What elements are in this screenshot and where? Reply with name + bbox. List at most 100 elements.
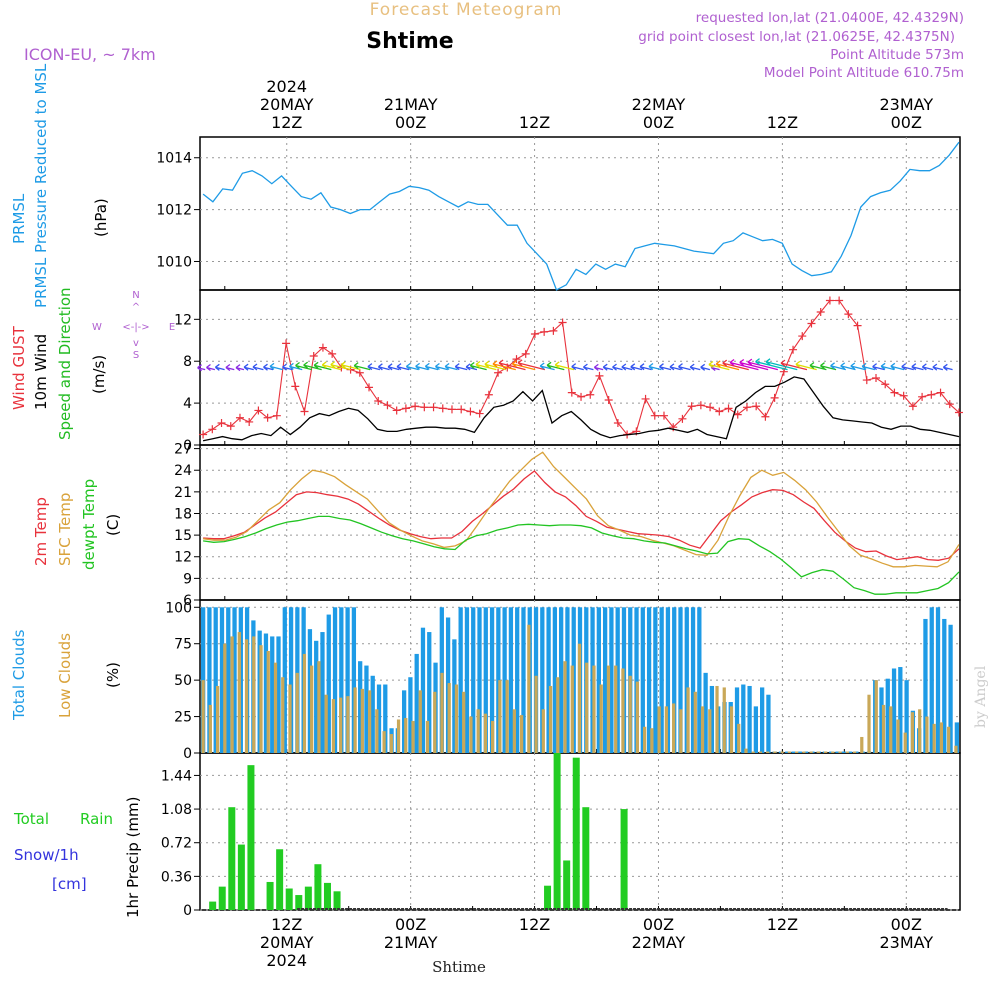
bottom-time-label: 12Z (271, 915, 302, 934)
low-cloud-bar (910, 712, 915, 753)
wind-direction-arrow (415, 362, 429, 371)
wind-direction-arrow (377, 363, 390, 371)
wind-direction-arrow (911, 363, 924, 371)
gust-marker (724, 404, 733, 413)
low-cloud-bar (947, 726, 951, 753)
rain-bar (209, 901, 217, 910)
wind-direction-arrow (708, 360, 730, 371)
low-cloud-bar (628, 675, 632, 753)
gust-marker (816, 307, 825, 316)
gust-marker (789, 345, 798, 354)
total-cloud-bar (489, 607, 495, 753)
gust-marker (263, 413, 272, 422)
low-cloud-bar (527, 624, 531, 753)
wind-direction-arrow (282, 363, 293, 371)
total-cloud-bar (596, 607, 601, 753)
wind-direction-arrow (765, 358, 798, 371)
ytick-label: 1.44 (161, 768, 192, 784)
gust-marker (613, 419, 622, 428)
total-cloud-bar (496, 607, 501, 753)
total-cloud-bar (898, 667, 903, 753)
prmsl-label: PRMSL (10, 193, 28, 244)
low-cloud-bar (447, 683, 451, 753)
total-cloud-bar (760, 687, 765, 753)
total-cloud-bar (753, 706, 759, 753)
sfc-temp-line (203, 451, 960, 568)
total-cloud-bar (841, 751, 846, 753)
low-cloud-bar (346, 696, 350, 753)
total-cloud-bar (565, 607, 570, 753)
rain-bar (266, 881, 274, 910)
low-cloud-bar (382, 731, 386, 753)
total-cloud-bar (640, 607, 645, 753)
total-cloud-bar (226, 607, 231, 753)
wind-direction-arrow (263, 363, 274, 371)
ytick-label: 75 (174, 637, 192, 653)
rain-bar (333, 891, 341, 910)
pressure-line (202, 141, 960, 291)
gust-marker (595, 371, 604, 380)
gust-marker (438, 404, 447, 413)
ytick-label: 21 (174, 485, 192, 501)
model-altitude: Model Point Altitude 610.75m (764, 65, 964, 81)
top-time-label: 12Z (519, 113, 550, 132)
wind-direction-arrow (880, 362, 895, 371)
total-cloud-bar (954, 722, 959, 753)
low-cloud-bar (454, 684, 459, 753)
wind-direction-arrow (225, 363, 235, 372)
low-cloud-bar (266, 651, 270, 753)
low-cloud-bar (317, 661, 321, 753)
wind-direction-arrow (517, 359, 546, 371)
total-cloud-bar (358, 661, 363, 753)
wind-direction-arrow (289, 362, 303, 371)
low-cloud-bar (396, 719, 401, 753)
direction-label: Speed and Direction (56, 287, 74, 440)
low-cloud-bar (867, 694, 871, 753)
wind-direction-arrow (539, 362, 555, 371)
rain-bar (276, 849, 284, 910)
rain-bar (314, 864, 322, 910)
wind-direction-arrow (197, 364, 206, 372)
wind-direction-arrow (340, 361, 361, 371)
low-cloud-bar (570, 665, 574, 753)
total-cloud-bar (464, 607, 470, 753)
gust-marker (807, 319, 816, 328)
gust-marker (365, 383, 374, 392)
gust-marker (282, 339, 291, 348)
low-cloud-bar (744, 748, 748, 753)
gust-marker (374, 397, 383, 406)
low-cloud-bar (693, 691, 697, 753)
wind-direction-arrow (475, 360, 497, 371)
wind-direction-arrow (809, 361, 827, 371)
gust-marker (945, 400, 954, 409)
low-cloud-bar (498, 680, 502, 753)
wind-direction-arrow (630, 363, 643, 371)
rain-bar (323, 882, 331, 910)
total-cloud-bar (734, 687, 740, 753)
total-cloud-bar (508, 607, 514, 753)
gust-marker (208, 425, 217, 434)
wind-direction-arrow (243, 363, 254, 371)
gust-marker (466, 407, 475, 416)
gust-marker (567, 388, 576, 397)
rain-bar (285, 888, 293, 910)
gust-marker (420, 403, 429, 412)
low-cloud-bar (932, 723, 936, 753)
low-cloud-bar (823, 751, 828, 753)
low-cloud-bar (208, 704, 212, 753)
low-cloud-bar (635, 681, 640, 753)
total-cloud-bar (741, 684, 746, 753)
low-cloud-bar (614, 665, 618, 753)
total-cloud-bar (276, 636, 281, 753)
low-cloud-bar (809, 751, 813, 753)
wind-direction-arrow (269, 362, 283, 371)
wind-label: 10m Wind (32, 334, 50, 410)
total-cloud-bar (540, 607, 545, 753)
gust-marker (659, 411, 668, 420)
ytick-label: 9 (183, 571, 192, 587)
total-cloud-bar (803, 751, 809, 753)
low-cloud-bar (563, 661, 567, 753)
total-cloud-bar (546, 607, 551, 753)
sfc-temp-label: SFC Temp (56, 493, 74, 566)
low-cloud-bar (512, 709, 516, 753)
